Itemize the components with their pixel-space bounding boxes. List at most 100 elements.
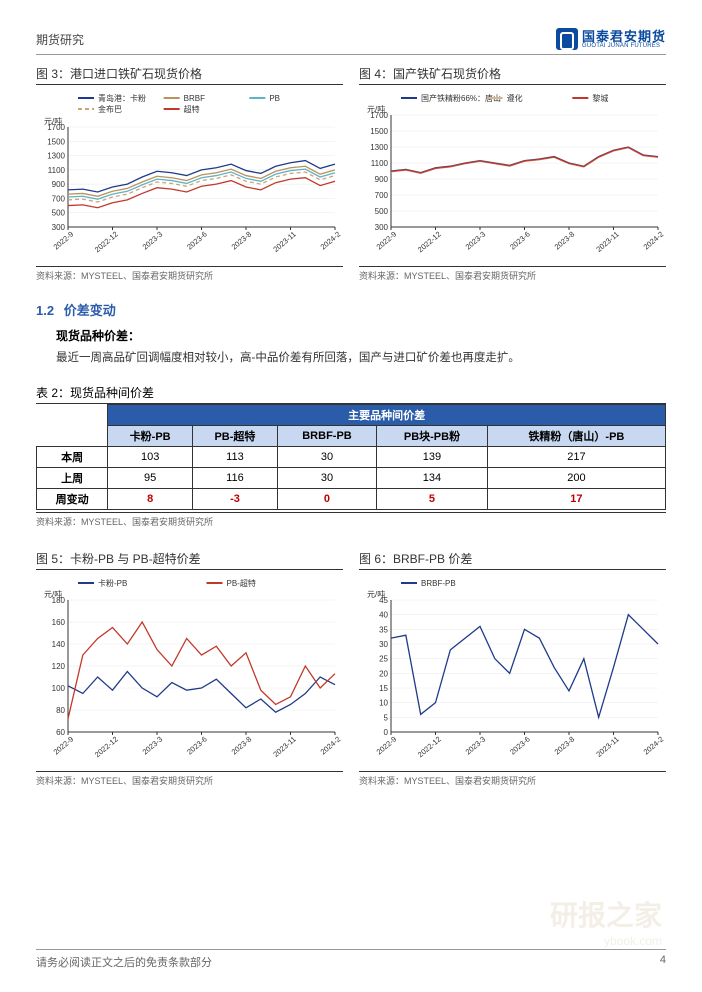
svg-text:1300: 1300 <box>370 143 388 152</box>
table-row-label: 本周 <box>37 446 108 467</box>
svg-text:2023-8: 2023-8 <box>230 734 254 756</box>
table2-col-header: 卡粉-PB <box>108 425 193 446</box>
table2-main-header: 主要品种间价差 <box>108 404 666 425</box>
page-footer: 请务必阅读正文之后的免责条款部分 4 <box>36 949 666 970</box>
table-row: 本周10311330139217 <box>37 446 666 467</box>
table-cell: 30 <box>277 446 376 467</box>
svg-text:60: 60 <box>56 728 65 737</box>
svg-text:30: 30 <box>379 640 388 649</box>
table-cell: 5 <box>377 488 488 509</box>
svg-text:2022-12: 2022-12 <box>93 734 120 759</box>
svg-text:20: 20 <box>379 669 388 678</box>
table-cell: 0 <box>277 488 376 509</box>
logo-text-en: GUOTAI JUNAN FUTURES <box>582 43 666 49</box>
table-cell: 8 <box>108 488 193 509</box>
svg-text:900: 900 <box>375 175 389 184</box>
spot-spread-body: 最近一周高品矿回调幅度相对较小，高-中品价差有所回落，国产与进口矿价差也再度走扩… <box>56 348 666 370</box>
svg-text:2023-3: 2023-3 <box>141 230 165 252</box>
table-row-label: 上周 <box>37 467 108 488</box>
table2-col-header: PB-超特 <box>193 425 278 446</box>
section-number: 1.2 <box>36 303 54 318</box>
table2: 主要品种间价差 卡粉-PBPB-超特BRBF-PBPB块-PB粉铁精粉（唐山）-… <box>36 404 666 510</box>
svg-text:15: 15 <box>379 684 388 693</box>
svg-text:青岛港：卡粉: 青岛港：卡粉 <box>98 93 146 103</box>
svg-text:700: 700 <box>375 191 389 200</box>
table-cell: -3 <box>193 488 278 509</box>
svg-text:1100: 1100 <box>48 166 66 175</box>
svg-text:100: 100 <box>52 684 66 693</box>
svg-text:2023-3: 2023-3 <box>464 230 488 252</box>
svg-text:2022-9: 2022-9 <box>52 230 76 252</box>
svg-text:500: 500 <box>52 209 66 218</box>
svg-text:180: 180 <box>52 596 66 605</box>
table-cell: 30 <box>277 467 376 488</box>
table-cell: 139 <box>377 446 488 467</box>
svg-text:2024-2: 2024-2 <box>642 734 664 756</box>
table2-col-header: PB块-PB粉 <box>377 425 488 446</box>
svg-text:1300: 1300 <box>47 152 65 161</box>
svg-text:金布巴: 金布巴 <box>98 104 122 114</box>
chart3: 元/吨30050070090011001300150017002022-9202… <box>36 89 343 264</box>
svg-text:1100: 1100 <box>371 159 389 168</box>
svg-text:900: 900 <box>52 180 66 189</box>
chart5-source: 资料来源：MYSTEEL、国泰君安期货研究所 <box>36 771 343 787</box>
chart6-title: 图 6：BRBF-PB 价差 <box>359 550 666 570</box>
table-cell: 95 <box>108 467 193 488</box>
svg-text:1500: 1500 <box>370 127 388 136</box>
svg-text:120: 120 <box>52 662 66 671</box>
svg-text:PB-超特: PB-超特 <box>227 578 256 588</box>
svg-text:2022-12: 2022-12 <box>416 230 443 255</box>
svg-text:700: 700 <box>52 194 66 203</box>
svg-text:2023-3: 2023-3 <box>464 734 488 756</box>
svg-text:BRBF-PB: BRBF-PB <box>421 579 456 588</box>
svg-text:2022-12: 2022-12 <box>93 230 120 255</box>
chart5-title: 图 5：卡粉-PB 与 PB-超特价差 <box>36 550 343 570</box>
svg-text:300: 300 <box>52 223 66 232</box>
svg-text:2023-6: 2023-6 <box>185 230 209 252</box>
table-cell: 17 <box>487 488 665 509</box>
svg-text:2024-2: 2024-2 <box>319 734 341 756</box>
svg-text:500: 500 <box>375 207 389 216</box>
svg-text:1500: 1500 <box>47 137 65 146</box>
page-number: 4 <box>660 954 666 970</box>
section-title: 价差变动 <box>64 303 116 318</box>
watermark: 研报之家 <box>550 894 662 934</box>
chart3-title: 图 3：港口进口铁矿石现货价格 <box>36 65 343 85</box>
table-cell: 200 <box>487 467 665 488</box>
svg-text:遵化: 遵化 <box>507 93 523 103</box>
logo-icon <box>556 28 578 50</box>
table2-source: 资料来源：MYSTEEL、国泰君安期货研究所 <box>36 512 666 528</box>
svg-text:2023-6: 2023-6 <box>185 734 209 756</box>
spot-spread-label: 现货品种价差： <box>56 327 666 344</box>
svg-text:2022-12: 2022-12 <box>416 734 443 759</box>
table-cell: 103 <box>108 446 193 467</box>
svg-text:2023-6: 2023-6 <box>508 734 532 756</box>
svg-text:35: 35 <box>379 625 388 634</box>
svg-text:2023-3: 2023-3 <box>141 734 165 756</box>
table-cell: 113 <box>193 446 278 467</box>
svg-text:1700: 1700 <box>370 111 388 120</box>
table2-col-header: BRBF-PB <box>277 425 376 446</box>
table-cell: 134 <box>377 467 488 488</box>
svg-text:BRBF: BRBF <box>184 94 205 103</box>
page-header: 期货研究 国泰君安期货 GUOTAI JUNAN FUTURES <box>36 28 666 55</box>
svg-text:25: 25 <box>379 655 388 664</box>
table-row: 上周9511630134200 <box>37 467 666 488</box>
svg-text:2023-11: 2023-11 <box>594 230 620 254</box>
chart4: 元/吨30050070090011001300150017002022-9202… <box>359 89 666 264</box>
svg-text:160: 160 <box>52 618 66 627</box>
logo: 国泰君安期货 GUOTAI JUNAN FUTURES <box>556 28 666 50</box>
svg-text:1700: 1700 <box>47 123 65 132</box>
footer-disclaimer: 请务必阅读正文之后的免责条款部分 <box>36 954 212 970</box>
table-row-label: 周变动 <box>37 488 108 509</box>
table-row: 周变动8-30517 <box>37 488 666 509</box>
svg-text:140: 140 <box>52 640 66 649</box>
svg-text:5: 5 <box>384 713 389 722</box>
svg-text:PB: PB <box>269 94 280 103</box>
svg-text:2024-2: 2024-2 <box>642 230 664 252</box>
svg-text:10: 10 <box>379 699 388 708</box>
chart3-source: 资料来源：MYSTEEL、国泰君安期货研究所 <box>36 266 343 282</box>
svg-text:300: 300 <box>375 223 389 232</box>
chart6: 元/吨0510152025303540452022-92022-122023-3… <box>359 574 666 769</box>
chart5: 元/吨60801001201401601802022-92022-122023-… <box>36 574 343 769</box>
